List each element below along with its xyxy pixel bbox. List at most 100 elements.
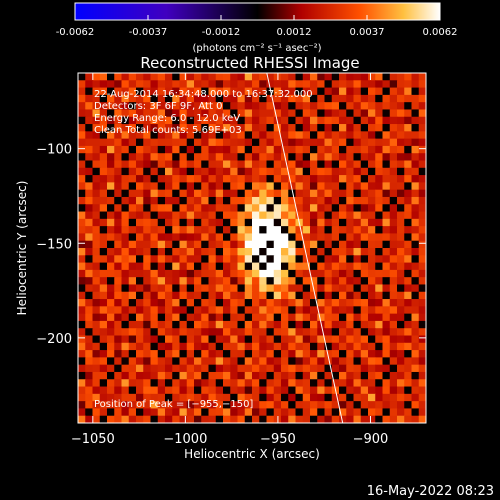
heatmap-cell bbox=[99, 175, 108, 183]
heatmap-cell bbox=[201, 313, 210, 322]
heatmap-cell bbox=[85, 291, 94, 300]
heatmap-cell bbox=[172, 175, 181, 183]
x-axis-label: Heliocentric X (arcsec) bbox=[184, 447, 320, 461]
heatmap-cell bbox=[114, 328, 123, 337]
heatmap-cell bbox=[85, 306, 94, 315]
heatmap-cell bbox=[99, 255, 108, 264]
colorbar: -0.0062 -0.0037 -0.0012 0.0012 0.0037 0.0062 … bbox=[56, 2, 458, 54]
heatmap-cell bbox=[121, 153, 130, 162]
heatmap-cell bbox=[186, 328, 195, 337]
heatmap-cell bbox=[114, 291, 123, 300]
heatmap-cell bbox=[382, 218, 391, 227]
heatmap-cell bbox=[244, 226, 253, 235]
heatmap-cell bbox=[368, 189, 376, 198]
heatmap-cell bbox=[397, 401, 405, 410]
heatmap-cell bbox=[223, 131, 231, 140]
heatmap-cell bbox=[375, 277, 384, 286]
heatmap-cell bbox=[150, 124, 159, 132]
heatmap-cell bbox=[121, 116, 130, 125]
heatmap-cell bbox=[121, 211, 130, 220]
heatmap-cell bbox=[324, 153, 333, 162]
heatmap-cell bbox=[128, 313, 137, 322]
heatmap-cell bbox=[324, 306, 333, 315]
heatmap-cell bbox=[389, 145, 398, 154]
heatmap-cell bbox=[302, 379, 311, 388]
heatmap-cell bbox=[346, 342, 355, 351]
heatmap-cell bbox=[266, 342, 275, 351]
heatmap-cell bbox=[194, 204, 202, 213]
heatmap-cell bbox=[302, 401, 311, 410]
heatmap-cell bbox=[186, 364, 195, 373]
heatmap-cell bbox=[230, 393, 239, 402]
heatmap-cell bbox=[397, 160, 405, 169]
heatmap-cell bbox=[179, 313, 188, 322]
heatmap-cell bbox=[252, 320, 260, 329]
info-line-detectors: Detectors: 3F 6F 9F, Att 0 bbox=[94, 101, 222, 112]
heatmap-cell bbox=[368, 131, 376, 140]
heatmap-cell bbox=[85, 218, 94, 227]
heatmap-cell bbox=[157, 364, 166, 373]
heatmap-cell bbox=[201, 299, 210, 307]
heatmap-cell bbox=[165, 335, 173, 344]
heatmap-cell bbox=[136, 284, 144, 293]
heatmap-cell bbox=[230, 408, 239, 417]
heatmap-cell bbox=[317, 204, 326, 213]
heatmap-cell bbox=[107, 248, 115, 256]
heatmap-cell bbox=[85, 160, 94, 169]
heatmap-cell bbox=[302, 167, 311, 176]
heatmap-cell bbox=[194, 153, 202, 162]
y-tick-label: −200 bbox=[36, 332, 72, 347]
heatmap-cell bbox=[223, 240, 231, 249]
heatmap-cell bbox=[194, 328, 202, 337]
heatmap-cell bbox=[317, 357, 326, 366]
heatmap-cell bbox=[150, 240, 159, 249]
heatmap-cell bbox=[360, 379, 369, 388]
heatmap-cell bbox=[252, 80, 260, 89]
heatmap-cell bbox=[281, 94, 289, 103]
heatmap-cell bbox=[397, 269, 405, 278]
heatmap-cell bbox=[368, 145, 376, 154]
heatmap-cell bbox=[418, 357, 426, 366]
heatmap-cell bbox=[353, 248, 362, 256]
heatmap-cell bbox=[339, 401, 347, 410]
heatmap-cell bbox=[418, 218, 426, 227]
heatmap-cell bbox=[208, 116, 217, 125]
heatmap-cell bbox=[78, 415, 86, 423]
heatmap-cell bbox=[165, 160, 173, 169]
heatmap-cell bbox=[397, 80, 405, 89]
heatmap-cell bbox=[397, 102, 405, 111]
heatmap-cell bbox=[382, 269, 391, 278]
heatmap-cell bbox=[273, 138, 282, 147]
heatmap-cell bbox=[157, 80, 166, 89]
heatmap-cell bbox=[281, 196, 289, 205]
heatmap-cell bbox=[302, 284, 311, 293]
heatmap-cell bbox=[172, 211, 181, 220]
heatmap-cell bbox=[172, 342, 181, 351]
heatmap-cell bbox=[266, 393, 275, 402]
heatmap-cell bbox=[143, 94, 152, 103]
heatmap-cell bbox=[85, 167, 94, 176]
heatmap-cell bbox=[78, 342, 86, 351]
heatmap-cell bbox=[389, 102, 398, 111]
heatmap-cell bbox=[288, 357, 297, 366]
heatmap-cell bbox=[157, 116, 166, 125]
heatmap-cell bbox=[230, 328, 239, 337]
heatmap-cell bbox=[244, 393, 253, 402]
heatmap-cell bbox=[368, 138, 376, 147]
heatmap-cell bbox=[266, 94, 275, 103]
heatmap-cell bbox=[317, 145, 326, 154]
heatmap-cell bbox=[136, 87, 144, 96]
heatmap-cell bbox=[353, 182, 362, 191]
heatmap-cell bbox=[201, 350, 210, 358]
heatmap-cell bbox=[346, 291, 355, 300]
heatmap-cell bbox=[157, 320, 166, 329]
colorbar-tick-label: 0.0062 bbox=[423, 27, 458, 38]
heatmap-cell bbox=[331, 299, 340, 307]
heatmap-cell bbox=[368, 328, 376, 337]
heatmap-cell bbox=[266, 379, 275, 388]
heatmap-cell bbox=[259, 313, 268, 322]
heatmap-cell bbox=[121, 401, 130, 410]
heatmap-cell bbox=[150, 233, 159, 242]
heatmap-cell bbox=[389, 226, 398, 235]
heatmap-cell bbox=[92, 218, 101, 227]
